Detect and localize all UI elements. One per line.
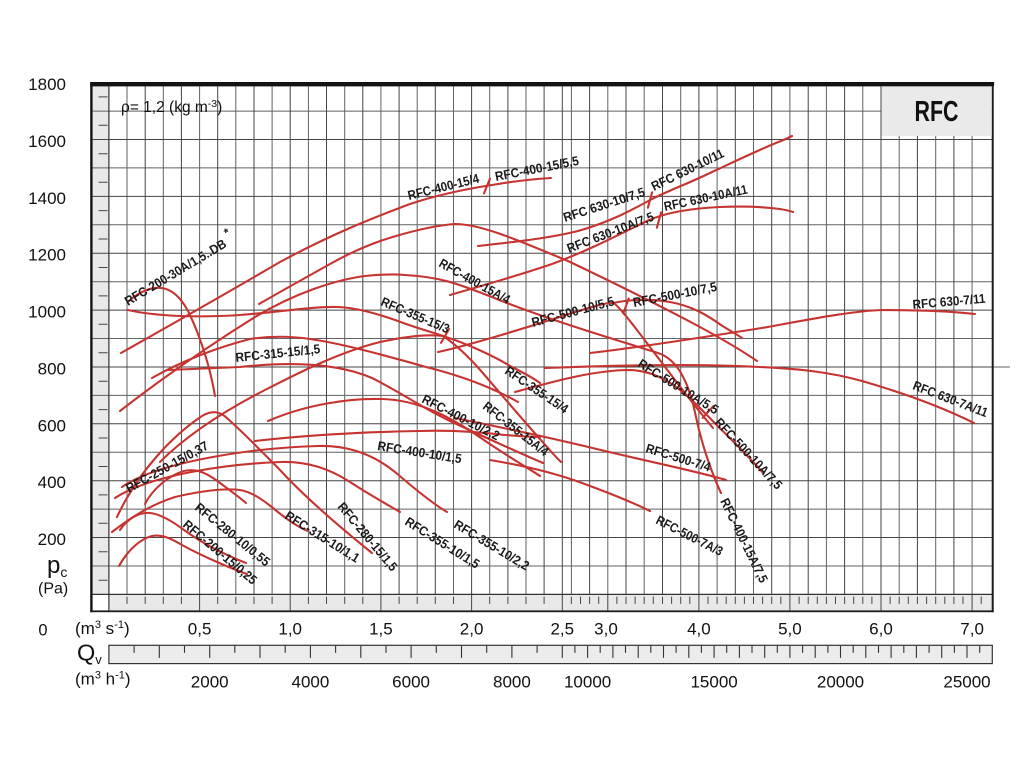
- svg-text:2,5: 2,5: [550, 620, 574, 639]
- svg-text:4,0: 4,0: [687, 620, 711, 639]
- svg-text:1200: 1200: [28, 246, 66, 265]
- svg-text:RFC 630-7/11: RFC 630-7/11: [912, 291, 986, 312]
- svg-text:*: *: [221, 225, 232, 240]
- svg-text:(Pa): (Pa): [38, 581, 68, 598]
- svg-text:10000: 10000: [564, 673, 611, 692]
- svg-text:8000: 8000: [493, 673, 531, 692]
- svg-text:3,0: 3,0: [594, 620, 618, 639]
- svg-text:0: 0: [38, 622, 47, 640]
- svg-text:2,0: 2,0: [460, 620, 484, 639]
- svg-text:ρ= 1,2 (kg m-3): ρ= 1,2 (kg m-3): [121, 98, 222, 116]
- svg-text:1800: 1800: [28, 75, 66, 94]
- svg-text:2000: 2000: [191, 673, 229, 692]
- svg-text:7,0: 7,0: [960, 620, 984, 639]
- svg-text:1600: 1600: [28, 132, 66, 151]
- svg-text:0,5: 0,5: [188, 620, 212, 639]
- svg-text:400: 400: [38, 473, 66, 492]
- svg-text:1400: 1400: [28, 189, 66, 208]
- svg-text:600: 600: [38, 416, 66, 435]
- svg-text:5,0: 5,0: [778, 620, 802, 639]
- svg-text:6000: 6000: [392, 673, 430, 692]
- svg-text:1,5: 1,5: [369, 620, 393, 639]
- svg-text:800: 800: [38, 360, 66, 379]
- svg-text:15000: 15000: [690, 673, 737, 692]
- svg-text:200: 200: [38, 530, 66, 549]
- svg-text:RFC: RFC: [915, 96, 959, 128]
- svg-text:1,0: 1,0: [278, 620, 302, 639]
- svg-text:1000: 1000: [28, 303, 66, 322]
- svg-text:6,0: 6,0: [869, 620, 893, 639]
- svg-text:25000: 25000: [943, 673, 990, 692]
- svg-text:4000: 4000: [291, 673, 329, 692]
- svg-text:20000: 20000: [817, 673, 864, 692]
